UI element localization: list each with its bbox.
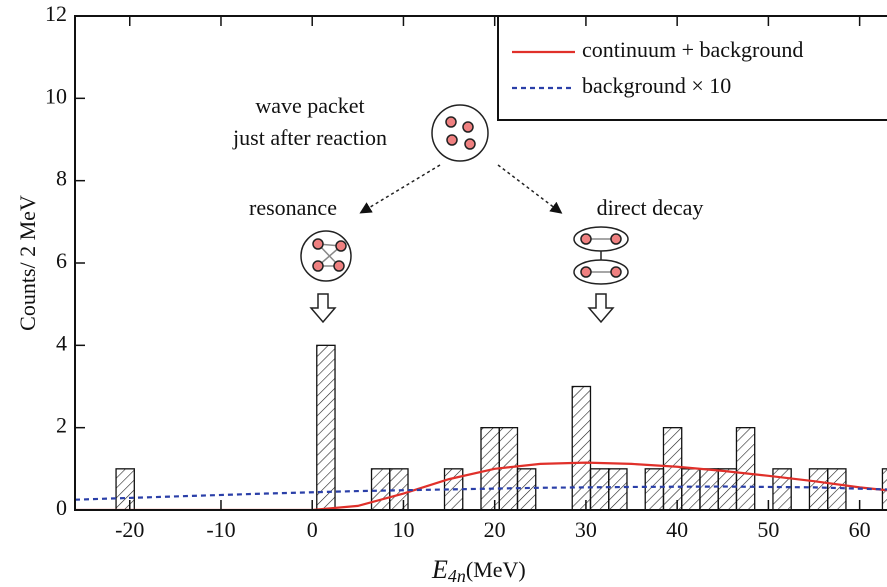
x-axis-label: E4n(MeV) (431, 555, 526, 586)
x-label-subscript: 4n (448, 566, 466, 586)
annotation: wave packet (255, 93, 364, 118)
annotation: just after reaction (232, 125, 387, 150)
histogram-bar (571, 385, 592, 510)
x-tick-label: 30 (575, 517, 597, 542)
x-tick-label: 50 (757, 517, 779, 542)
series-line (75, 461, 887, 510)
histogram-bar (717, 468, 738, 510)
histogram-bar (608, 468, 628, 510)
x-tick-label: 0 (307, 517, 318, 542)
histogram-bar (662, 427, 683, 510)
legend-label: continuum + background (582, 37, 803, 62)
y-tick-label: 4 (56, 330, 67, 355)
x-label-symbol: E (431, 555, 448, 584)
histogram-bar (370, 468, 391, 510)
histogram-bar (827, 468, 847, 510)
histogram-bar (681, 468, 701, 510)
x-tick-label: -10 (206, 517, 235, 542)
histogram-bar (699, 468, 719, 510)
legend (497, 15, 887, 121)
plot-frame (74, 15, 887, 511)
annotation: resonance (249, 195, 337, 220)
y-tick-label: 8 (56, 166, 67, 191)
series-line (75, 485, 887, 501)
x-tick-label: 20 (484, 517, 506, 542)
histogram-bar (772, 468, 792, 510)
y-tick-label: 6 (56, 248, 67, 273)
histogram-bar (808, 468, 829, 510)
x-label-unit: (MeV) (466, 557, 526, 582)
histogram-bar (735, 427, 756, 510)
histogram-bar (589, 468, 610, 510)
x-tick-label: -20 (115, 517, 144, 542)
histogram-bar (516, 468, 537, 510)
y-tick-label: 2 (56, 413, 67, 438)
y-tick-label: 12 (45, 1, 67, 26)
x-tick-label: 60 (849, 517, 871, 542)
histogram-bar (644, 468, 665, 510)
histogram-bar (316, 344, 336, 510)
x-tick-label: 10 (392, 517, 414, 542)
annotation: direct decay (597, 195, 704, 220)
histogram-bar (115, 468, 135, 510)
y-axis-label: Counts/ 2 MeV (15, 195, 40, 331)
legend-label: background × 10 (582, 73, 731, 98)
y-tick-label: 0 (56, 495, 67, 520)
x-tick-label: 40 (666, 517, 688, 542)
diagram-icons (300, 104, 629, 324)
y-tick-label: 10 (45, 83, 67, 108)
